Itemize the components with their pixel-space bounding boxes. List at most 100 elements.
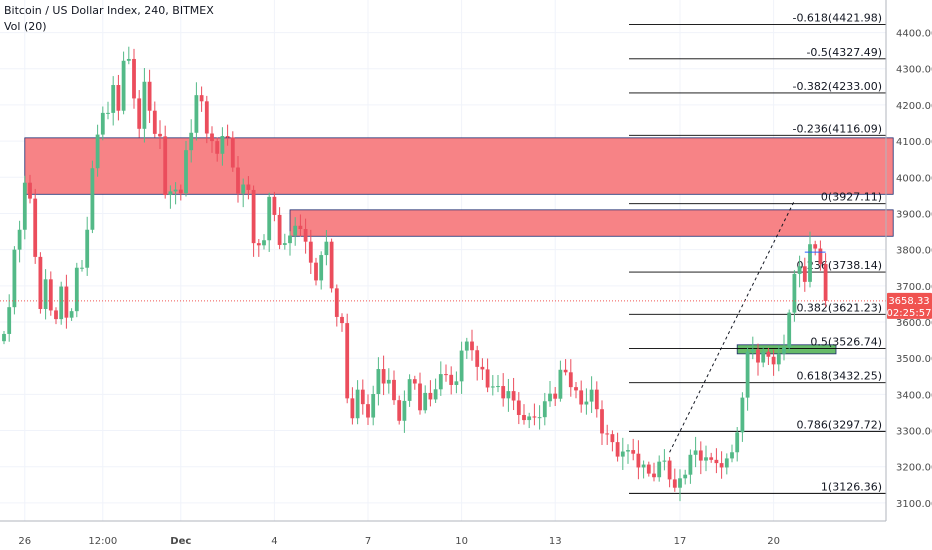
last-price-tag bbox=[887, 292, 932, 319]
y-tick-label: 4300.00 bbox=[896, 65, 932, 76]
candle-body bbox=[444, 374, 448, 376]
candle-body bbox=[438, 374, 443, 390]
candle-body bbox=[475, 350, 480, 367]
candle-body bbox=[22, 182, 27, 230]
candle-body bbox=[126, 58, 131, 61]
y-tick-label: 4400.00 bbox=[896, 29, 932, 40]
candle-body bbox=[553, 393, 558, 399]
fib-level-label: 0.236(3738.14) bbox=[796, 259, 882, 272]
candle-body bbox=[95, 134, 100, 169]
candle-body bbox=[615, 442, 620, 457]
x-tick-label: 7 bbox=[365, 536, 371, 547]
x-tick-label: 13 bbox=[549, 536, 562, 547]
red-zone bbox=[24, 137, 894, 195]
candle-body bbox=[199, 95, 204, 102]
candle-body bbox=[288, 235, 292, 244]
candle-body bbox=[2, 333, 6, 342]
candle-body bbox=[641, 464, 646, 468]
green-zone bbox=[736, 344, 837, 355]
fibonacci-retracement[interactable]: -0.618(4421.98) -0.5(4327.49) -0.382(4233.… bbox=[629, 12, 886, 494]
candle-body bbox=[589, 389, 594, 402]
candle-body bbox=[631, 450, 636, 454]
candle-body bbox=[683, 474, 688, 479]
candle-body bbox=[184, 150, 188, 194]
candle-body bbox=[574, 387, 578, 391]
candle-body bbox=[12, 249, 17, 308]
candle-body bbox=[485, 369, 490, 388]
candle-body bbox=[402, 400, 407, 421]
candle-body bbox=[355, 389, 360, 419]
candle-body bbox=[121, 60, 126, 111]
candle-body bbox=[610, 434, 615, 443]
candle-body bbox=[334, 288, 339, 317]
candle-body bbox=[678, 478, 682, 488]
candle-body bbox=[808, 244, 812, 282]
candle-body bbox=[397, 400, 402, 421]
x-tick-label: 4 bbox=[271, 536, 277, 547]
y-tick-label: 4100.00 bbox=[896, 137, 932, 148]
x-tick-label: 20 bbox=[767, 536, 780, 547]
fib-level-label: -0.5(4327.49) bbox=[806, 46, 882, 59]
candle-body bbox=[324, 241, 329, 256]
candle-body bbox=[17, 229, 22, 250]
candle-body bbox=[298, 225, 303, 230]
candle-body bbox=[527, 416, 532, 421]
volume-indicator-label[interactable]: Vol (20) bbox=[4, 20, 47, 33]
candle-body bbox=[537, 417, 542, 419]
candle-body bbox=[277, 214, 282, 245]
candle-body bbox=[116, 85, 121, 111]
candle-body bbox=[433, 389, 438, 400]
x-tick-label: 12:00 bbox=[88, 536, 117, 547]
candle-body bbox=[480, 366, 485, 370]
candle-body bbox=[563, 369, 568, 373]
y-tick-label: 3100.00 bbox=[896, 499, 932, 510]
y-tick-label: 4200.00 bbox=[896, 101, 932, 112]
candle-body bbox=[600, 409, 604, 434]
candle-body bbox=[761, 351, 766, 363]
dashed-trend-line bbox=[669, 200, 795, 453]
y-tick-label: 3300.00 bbox=[896, 427, 932, 438]
candle-body bbox=[818, 248, 823, 265]
candle-body bbox=[376, 369, 381, 395]
candle-body bbox=[449, 374, 454, 385]
trend-line[interactable] bbox=[669, 200, 795, 453]
candle-body bbox=[501, 386, 506, 399]
candle-body bbox=[74, 267, 79, 312]
candle-body bbox=[766, 351, 771, 357]
candle-body bbox=[813, 244, 818, 249]
candle-body bbox=[308, 241, 313, 263]
candle-body bbox=[787, 312, 792, 348]
candle-body bbox=[210, 133, 214, 142]
candle-body bbox=[59, 286, 64, 320]
candle-body bbox=[542, 401, 547, 418]
candle-body bbox=[704, 457, 708, 461]
candle-body bbox=[158, 133, 162, 137]
fib-level-label: 0.618(3432.25) bbox=[796, 370, 882, 383]
candle-body bbox=[428, 392, 433, 400]
candle-body bbox=[204, 101, 209, 134]
red-zone bbox=[289, 209, 894, 237]
candle-body bbox=[412, 379, 417, 384]
candle-body bbox=[605, 433, 610, 435]
candle-body bbox=[80, 267, 84, 269]
y-tick-label: 4000.00 bbox=[896, 173, 932, 184]
candle-body bbox=[163, 136, 168, 196]
candle-body bbox=[386, 379, 391, 384]
candle-body bbox=[43, 279, 48, 309]
candle-body bbox=[646, 464, 651, 474]
supply-demand-zones[interactable] bbox=[24, 137, 894, 355]
candle-body bbox=[459, 350, 464, 382]
y-tick-label: 3200.00 bbox=[896, 463, 932, 474]
candle-body bbox=[511, 391, 516, 401]
candle-body bbox=[490, 386, 495, 388]
candle-body bbox=[797, 266, 802, 274]
candle-body bbox=[496, 386, 500, 388]
y-tick-label: 3800.00 bbox=[896, 246, 932, 257]
candle-body bbox=[735, 432, 740, 453]
candle-body bbox=[246, 184, 251, 190]
candle-body bbox=[407, 379, 412, 401]
fib-level-label: 1(3126.36) bbox=[821, 480, 882, 493]
candle-body bbox=[693, 450, 698, 455]
